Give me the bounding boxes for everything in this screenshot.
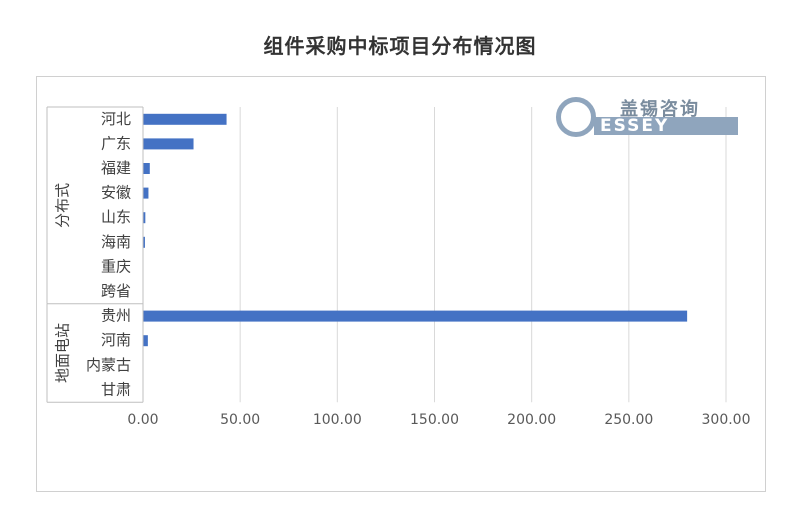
bar bbox=[143, 187, 149, 199]
category-label: 内蒙古 bbox=[86, 356, 131, 374]
logo-chinese-text: 盖锡咨询 bbox=[620, 99, 700, 120]
category-label: 河南 bbox=[101, 331, 131, 349]
logo-bar bbox=[594, 117, 738, 135]
bar bbox=[143, 335, 148, 347]
x-tick-label: 150.00 bbox=[410, 412, 459, 428]
category-label: 跨省 bbox=[101, 282, 131, 300]
group-label: 分布式 bbox=[54, 183, 72, 228]
category-label: 海南 bbox=[101, 233, 131, 251]
x-tick-label: 200.00 bbox=[507, 412, 556, 428]
category-label: 贵州 bbox=[101, 307, 131, 325]
chart-title: 组件采购中标项目分布情况图 bbox=[263, 34, 537, 58]
x-tick-label: 50.00 bbox=[220, 412, 260, 428]
gessey-logo: 盖锡咨询 ESSEY bbox=[556, 95, 738, 141]
category-label: 安徽 bbox=[101, 184, 131, 202]
bar bbox=[143, 138, 194, 150]
x-tick-label: 300.00 bbox=[702, 412, 751, 428]
bar bbox=[143, 113, 227, 125]
bar bbox=[143, 310, 688, 322]
x-tick-label: 0.00 bbox=[127, 412, 158, 428]
category-label: 福建 bbox=[101, 159, 131, 177]
x-tick-label: 100.00 bbox=[313, 412, 362, 428]
category-label: 河北 bbox=[101, 110, 131, 128]
x-tick-label: 250.00 bbox=[604, 412, 653, 428]
chart-frame bbox=[36, 76, 766, 492]
logo-ring-icon bbox=[556, 97, 596, 137]
category-label: 山东 bbox=[101, 208, 131, 226]
category-label: 甘肃 bbox=[101, 380, 131, 398]
category-label: 广东 bbox=[101, 134, 131, 152]
logo-english-text: ESSEY bbox=[600, 116, 670, 136]
bar bbox=[143, 212, 146, 224]
group-label: 地面电站 bbox=[54, 323, 72, 383]
bar bbox=[143, 236, 145, 248]
category-label: 重庆 bbox=[101, 257, 131, 275]
bar bbox=[143, 163, 150, 174]
